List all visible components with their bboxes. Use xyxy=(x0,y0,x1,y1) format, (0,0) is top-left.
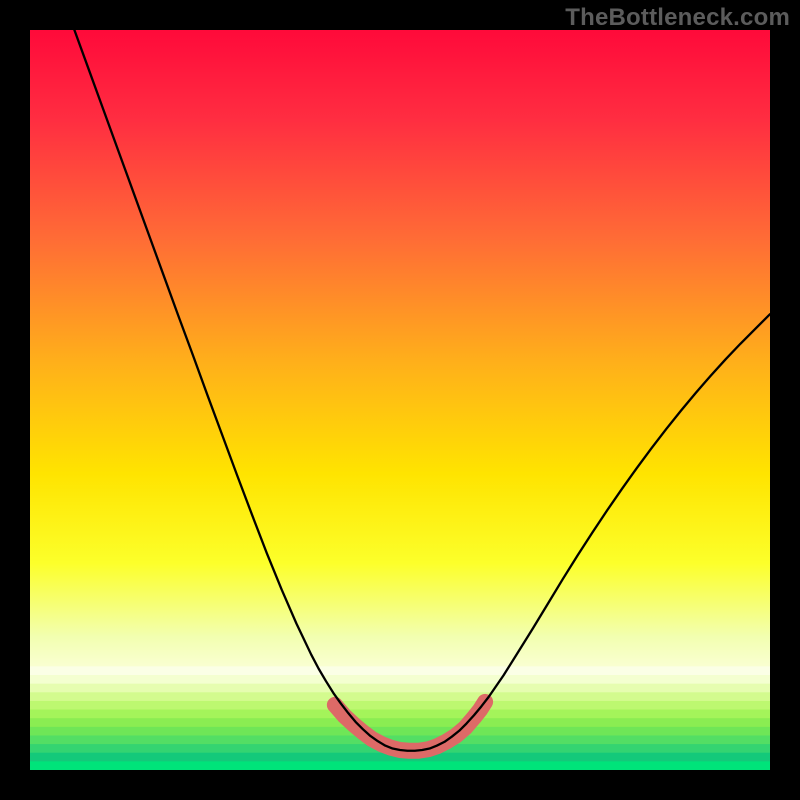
gradient-background xyxy=(30,30,770,770)
chart-stage: TheBottleneck.com xyxy=(0,0,800,800)
plot-area xyxy=(30,30,770,771)
bottleneck-chart xyxy=(0,0,800,800)
